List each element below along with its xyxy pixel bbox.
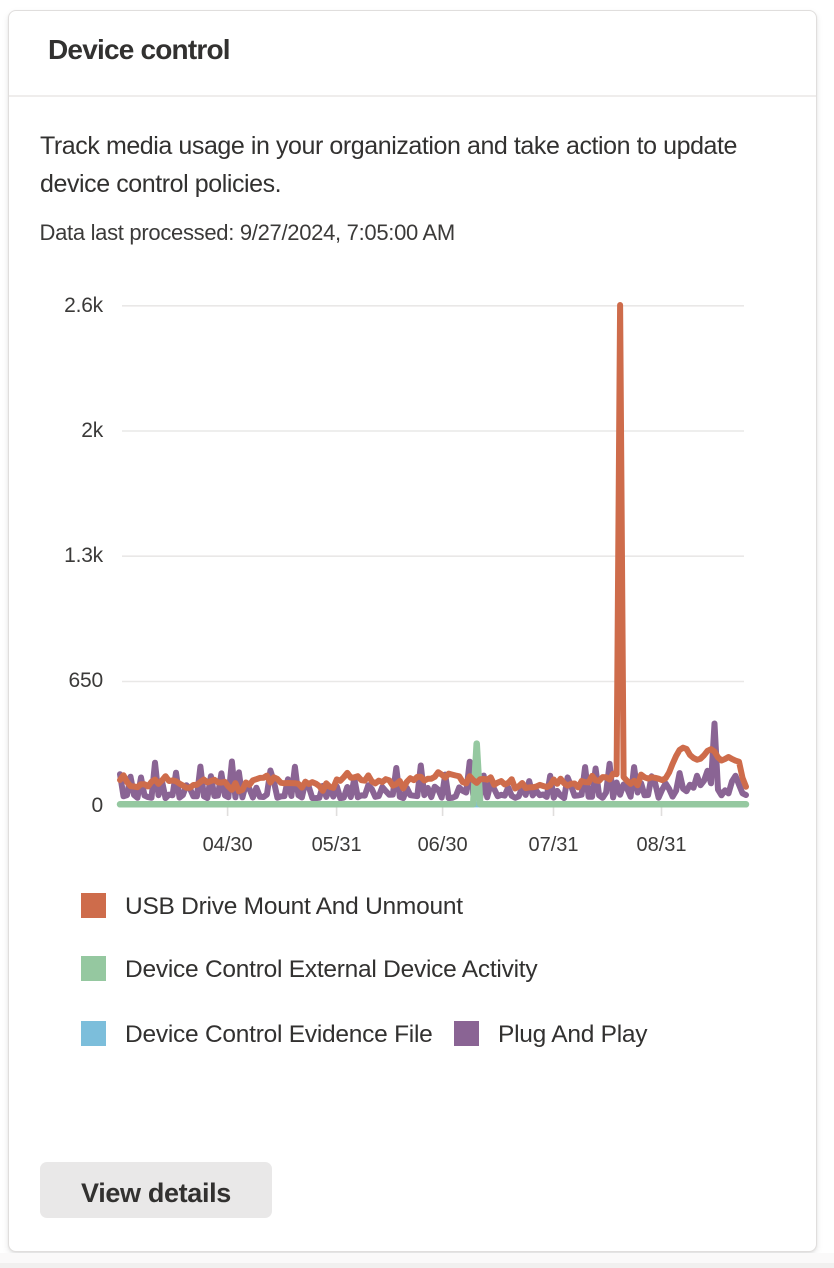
svg-text:650: 650 <box>69 669 103 692</box>
svg-text:07/31: 07/31 <box>528 834 578 856</box>
svg-text:1.3k: 1.3k <box>64 544 104 567</box>
svg-text:05/31: 05/31 <box>312 834 362 856</box>
svg-text:0: 0 <box>92 794 103 817</box>
svg-text:08/31: 08/31 <box>636 834 686 856</box>
svg-text:06/30: 06/30 <box>418 834 468 856</box>
svg-text:2.6k: 2.6k <box>64 294 104 317</box>
svg-text:04/30: 04/30 <box>203 834 253 856</box>
svg-text:2k: 2k <box>81 419 103 442</box>
